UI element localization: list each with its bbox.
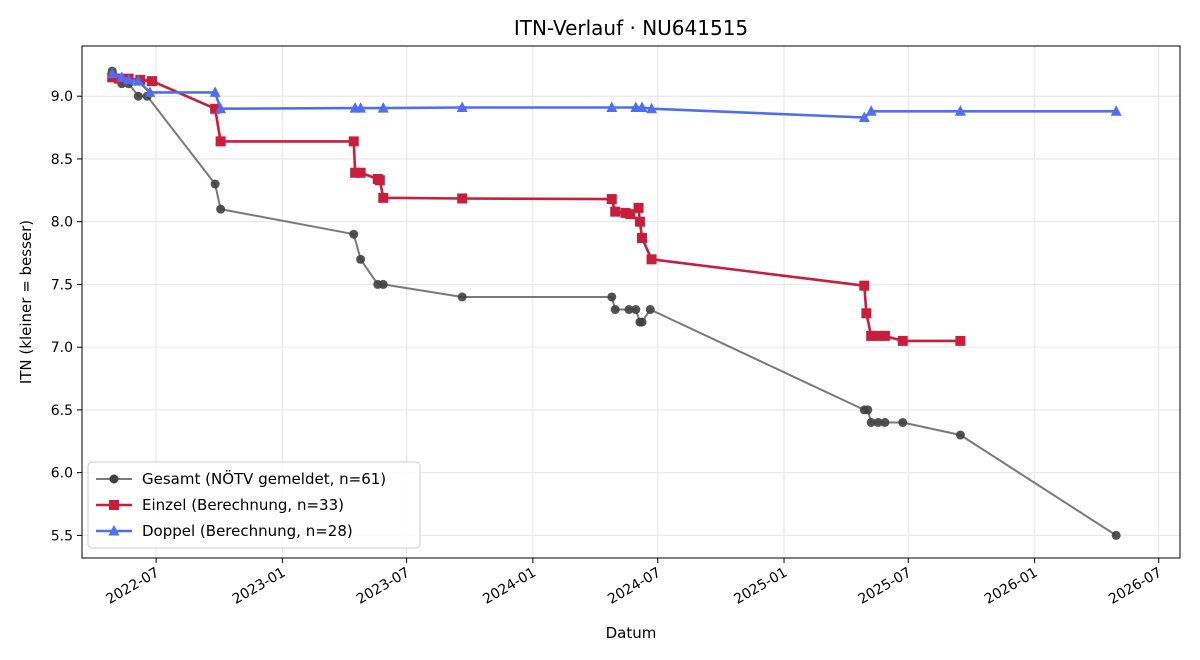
data-point-einzel <box>636 233 647 243</box>
data-point-doppel <box>606 101 618 112</box>
x-tick-label: 2023-07 <box>354 565 413 608</box>
x-tick-label: 2023-01 <box>230 565 289 608</box>
data-point-einzel <box>873 330 884 341</box>
data-point-doppel <box>954 105 966 116</box>
chart-title: ITN-Verlauf · NU641515 <box>514 16 748 40</box>
legend-marker <box>109 474 119 484</box>
y-tick-label: 7.5 <box>51 277 73 293</box>
y-tick-label: 7.0 <box>51 340 73 356</box>
data-point-gesamt <box>866 417 876 427</box>
data-point-einzel <box>955 335 966 346</box>
data-point-doppel <box>858 111 870 123</box>
data-point-gesamt <box>133 91 143 101</box>
data-point-einzel <box>378 192 389 203</box>
x-axis-ticks: 2022-07 2023-01 2023-07 2024-01 2024-07 2025-… <box>103 558 1165 608</box>
data-point-einzel <box>646 254 657 265</box>
data-point-gesamt <box>457 292 467 302</box>
legend: Gesamt (NÖTV gemeldet, n=61) Einzel (Bere… <box>87 461 421 549</box>
data-point-doppel <box>215 102 227 114</box>
data-point-doppel <box>106 67 118 79</box>
data-point-einzel <box>897 335 908 346</box>
x-tick-label: 2025-07 <box>856 565 915 608</box>
data-point-doppel <box>636 101 648 112</box>
data-point-gesamt <box>631 305 641 315</box>
data-point-doppel <box>1110 105 1122 116</box>
legend-marker <box>108 525 120 536</box>
data-point-einzel <box>859 280 870 291</box>
data-point-einzel <box>861 308 872 319</box>
data-point-doppel <box>377 102 389 113</box>
data-point-einzel <box>350 167 361 178</box>
data-point-einzel <box>634 216 645 227</box>
x-tick-label: 2022-07 <box>103 565 162 608</box>
data-point-gesamt <box>873 417 883 427</box>
data-point-einzel <box>210 103 221 114</box>
data-point-einzel <box>355 167 366 178</box>
legend-box <box>87 461 421 549</box>
data-point-einzel <box>866 330 877 341</box>
data-point-gesamt <box>210 179 220 189</box>
y-axis-label: ITN (kleiner = besser) <box>17 220 35 384</box>
x-axis-label: Datum <box>606 624 657 642</box>
plot-frame <box>81 45 1181 559</box>
legend-label: Einzel (Berechnung, n=33) <box>142 496 344 514</box>
data-point-doppel <box>116 71 128 82</box>
data-point-einzel <box>457 193 468 204</box>
y-tick-label: 8.5 <box>51 152 73 168</box>
legend-item-gesamt: Gesamt (NÖTV gemeldet, n=61) <box>96 469 386 488</box>
data-point-gesamt <box>378 279 388 289</box>
x-tick-label: 2024-07 <box>605 565 664 608</box>
data-point-gesamt <box>645 305 655 315</box>
data-point-gesamt <box>216 204 226 214</box>
x-tick-label: 2025-01 <box>731 565 790 608</box>
x-tick-label: 2026-07 <box>1106 565 1165 608</box>
data-point-gesamt <box>356 254 366 264</box>
data-point-gesamt <box>607 292 617 302</box>
data-point-einzel <box>879 330 890 341</box>
y-tick-label: 6.5 <box>51 403 73 419</box>
legend-item-doppel: Doppel (Berechnung, n=28) <box>96 522 353 540</box>
legend-marker <box>109 500 119 510</box>
data-point-doppel <box>355 102 367 113</box>
data-point-doppel <box>144 86 156 97</box>
data-point-doppel <box>456 101 468 112</box>
data-point-doppel <box>209 86 221 97</box>
data-point-doppel <box>646 102 658 114</box>
legend-item-einzel: Einzel (Berechnung, n=33) <box>96 496 344 514</box>
series-doppel <box>106 67 1122 123</box>
data-point-gesamt <box>624 305 634 315</box>
data-point-einzel <box>633 202 644 213</box>
y-axis-ticks: 5.5 6.0 6.5 7.0 7.5 8.0 8.5 9.0 <box>51 89 82 544</box>
data-point-einzel <box>606 194 617 205</box>
data-point-einzel <box>348 136 359 147</box>
data-point-gesamt <box>1111 530 1121 540</box>
y-tick-label: 8.0 <box>51 215 73 231</box>
series-gesamt <box>107 66 1121 540</box>
legend-label: Gesamt (NÖTV gemeldet, n=61) <box>142 469 386 488</box>
data-point-doppel <box>132 75 144 86</box>
series-einzel <box>107 72 966 346</box>
data-point-gesamt <box>637 317 647 327</box>
y-tick-label: 5.5 <box>51 528 73 544</box>
data-point-gesamt <box>880 417 890 427</box>
data-point-doppel <box>123 73 135 85</box>
data-point-gesamt <box>610 305 620 315</box>
data-point-einzel <box>374 175 385 186</box>
y-tick-label: 9.0 <box>51 89 73 105</box>
data-point-gesamt <box>955 430 965 440</box>
data-point-einzel <box>215 136 226 147</box>
data-point-gesamt <box>863 405 873 415</box>
series-layer <box>106 66 1122 540</box>
x-tick-label: 2026-01 <box>982 565 1041 608</box>
y-tick-label: 6.0 <box>51 466 73 482</box>
legend-label: Doppel (Berechnung, n=28) <box>142 522 353 540</box>
data-point-doppel <box>865 105 877 116</box>
data-point-einzel <box>146 76 157 87</box>
data-point-einzel <box>625 209 636 220</box>
data-point-gesamt <box>349 229 359 239</box>
x-tick-label: 2024-01 <box>480 565 539 608</box>
data-point-einzel <box>610 206 621 217</box>
data-point-gesamt <box>898 417 908 427</box>
